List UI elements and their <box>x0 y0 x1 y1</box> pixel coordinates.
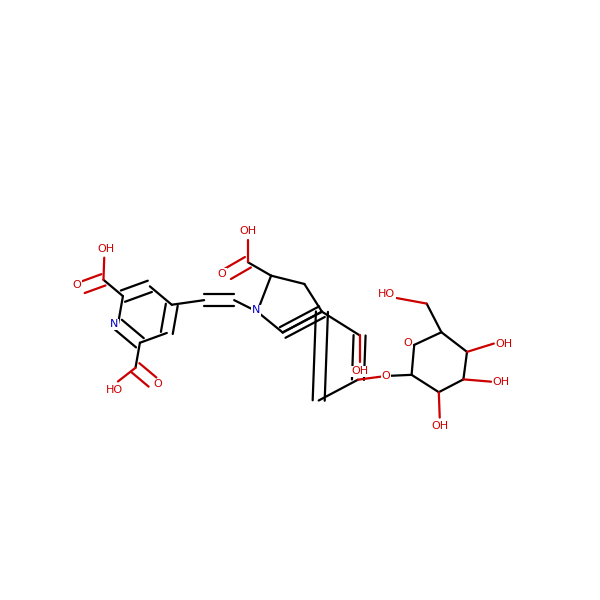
Text: OH: OH <box>493 377 510 386</box>
Text: O: O <box>154 379 163 389</box>
Text: OH: OH <box>431 421 448 431</box>
Text: O: O <box>217 269 226 279</box>
Text: N: N <box>110 319 118 329</box>
Text: HO: HO <box>106 385 123 395</box>
Text: OH: OH <box>496 338 512 349</box>
Text: OH: OH <box>351 367 368 376</box>
Text: OH: OH <box>239 226 256 236</box>
Text: N: N <box>251 305 260 315</box>
Text: O: O <box>73 280 82 290</box>
Text: O: O <box>403 338 412 347</box>
Text: HO: HO <box>378 289 395 299</box>
Text: OH: OH <box>97 244 114 254</box>
Text: O: O <box>381 371 390 381</box>
